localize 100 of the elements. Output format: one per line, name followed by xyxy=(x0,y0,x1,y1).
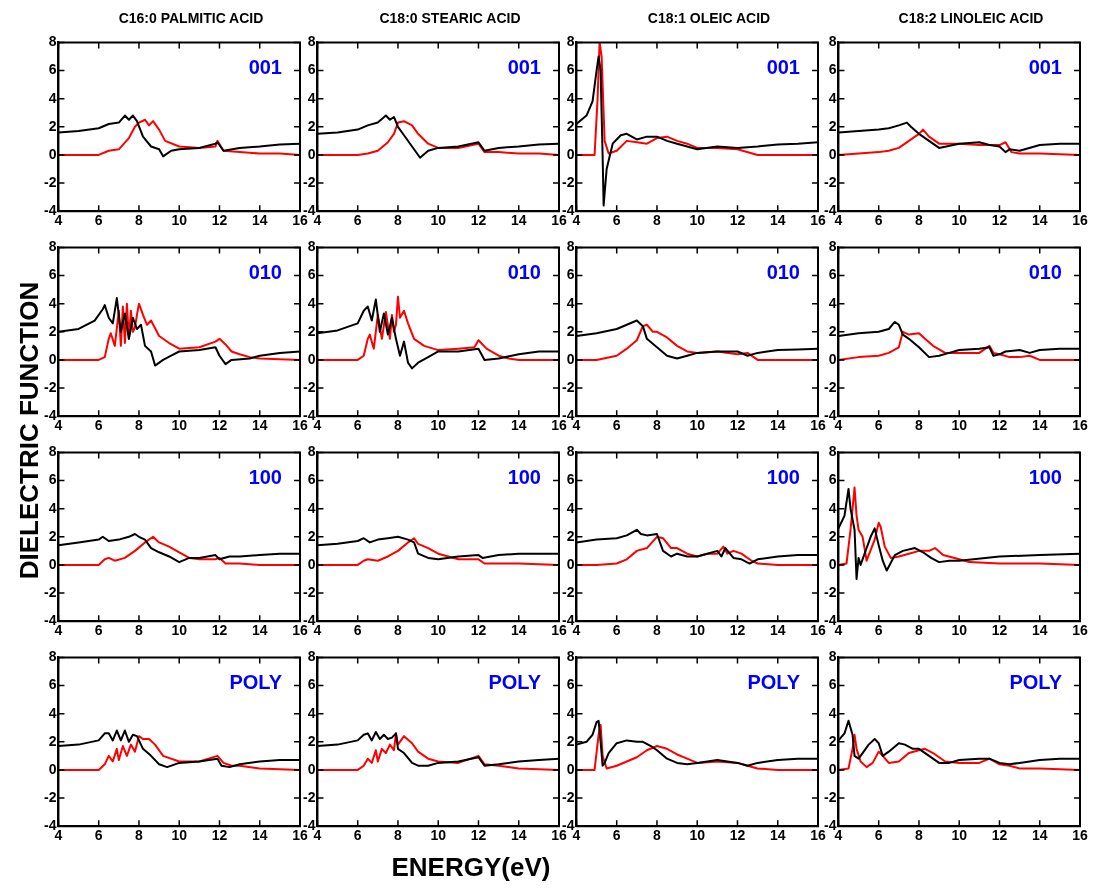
x-tick-label: 16 xyxy=(810,212,826,229)
y-tick-label: -2 xyxy=(562,583,575,600)
y-tick-label: 0 xyxy=(828,760,837,777)
y-tick-label: -2 xyxy=(44,173,57,190)
y-tick-label: 0 xyxy=(307,760,316,777)
y-tick-label: 2 xyxy=(48,527,57,544)
x-tick-label: 12 xyxy=(470,622,487,639)
x-tick-label: 14 xyxy=(769,212,786,229)
y-tick-label: 6 xyxy=(48,471,57,488)
x-tick-label: 6 xyxy=(94,622,103,639)
x-tick-label: 8 xyxy=(394,827,403,844)
y-tick-label: 2 xyxy=(48,322,57,339)
x-tick-label: 8 xyxy=(135,417,144,434)
x-tick-label: 6 xyxy=(874,417,883,434)
y-tick-label: 8 xyxy=(566,33,575,50)
y-tick-label: 6 xyxy=(828,676,837,693)
y-tick-label: -2 xyxy=(824,378,837,395)
x-tick-label: 6 xyxy=(612,212,621,229)
x-tick-label: 14 xyxy=(510,417,527,434)
y-tick-label: 0 xyxy=(828,555,837,572)
y-tick-label: 6 xyxy=(307,61,316,78)
x-tick-label: 16 xyxy=(292,622,308,639)
x-tick-label: 12 xyxy=(991,417,1008,434)
y-tick-label: 0 xyxy=(828,350,837,367)
y-tick-label: 4 xyxy=(566,294,575,311)
y-tick-label: 2 xyxy=(48,117,57,134)
x-tick-label: 10 xyxy=(689,417,706,434)
y-tick-label: -4 xyxy=(44,202,57,219)
x-tick-label: 12 xyxy=(729,827,746,844)
y-tick-label: 6 xyxy=(828,266,837,283)
x-tick-label: 16 xyxy=(551,417,567,434)
y-tick-label: 4 xyxy=(48,704,57,721)
chart-title: C18:0 STEARIC ACID xyxy=(378,10,522,26)
y-tick-label: 8 xyxy=(48,238,57,255)
y-tick-label: -2 xyxy=(303,378,316,395)
y-axis-title: DIELECTRIC FUNCTION xyxy=(14,281,45,579)
y-tick-label: 4 xyxy=(307,294,316,311)
annotation: 100 xyxy=(248,465,282,488)
annotation: 100 xyxy=(507,465,541,488)
x-tick-label: 14 xyxy=(769,622,786,639)
y-tick-label: 2 xyxy=(307,117,316,134)
y-tick-label: -2 xyxy=(44,378,57,395)
y-tick-label: 8 xyxy=(48,443,57,460)
y-tick-label: 8 xyxy=(566,443,575,460)
x-tick-label: 14 xyxy=(769,827,786,844)
x-tick-label: 16 xyxy=(292,827,308,844)
x-tick-label: 16 xyxy=(551,212,567,229)
y-tick-label: -4 xyxy=(44,817,57,834)
x-tick-label: 8 xyxy=(915,827,924,844)
y-tick-label: 0 xyxy=(828,145,837,162)
x-tick-label: 16 xyxy=(1072,212,1088,229)
x-tick-label: 14 xyxy=(510,622,527,639)
x-tick-label: 16 xyxy=(292,417,308,434)
x-tick-label: 8 xyxy=(135,622,144,639)
chart-title: C18:2 LINOLEIC ACID xyxy=(897,10,1045,26)
x-tick-label: 6 xyxy=(612,417,621,434)
annotation: POLY xyxy=(488,670,542,693)
y-tick-label: 4 xyxy=(828,294,837,311)
y-tick-label: 6 xyxy=(828,61,837,78)
y-tick-label: 8 xyxy=(828,33,837,50)
x-tick-label: 12 xyxy=(470,212,487,229)
y-tick-label: -2 xyxy=(824,173,837,190)
y-tick-label: 6 xyxy=(566,61,575,78)
x-tick-label: 10 xyxy=(951,417,968,434)
annotation: 001 xyxy=(507,55,541,78)
y-tick-label: 0 xyxy=(566,760,575,777)
y-tick-label: 0 xyxy=(48,555,57,572)
y-tick-label: -2 xyxy=(824,583,837,600)
x-tick-label: 8 xyxy=(653,827,662,844)
y-tick-label: 0 xyxy=(48,145,57,162)
y-tick-label: -2 xyxy=(824,788,837,805)
x-tick-label: 10 xyxy=(171,212,188,229)
x-tick-label: 14 xyxy=(510,827,527,844)
y-tick-label: 6 xyxy=(566,266,575,283)
y-tick-label: 8 xyxy=(566,238,575,255)
x-tick-label: 8 xyxy=(915,212,924,229)
x-tick-label: 10 xyxy=(171,417,188,434)
y-tick-label: 6 xyxy=(566,471,575,488)
y-tick-label: 0 xyxy=(307,555,316,572)
y-tick-label: -2 xyxy=(303,583,316,600)
y-tick-label: 8 xyxy=(828,648,837,665)
y-tick-label: -2 xyxy=(44,583,57,600)
x-tick-label: 16 xyxy=(551,622,567,639)
x-tick-label: 16 xyxy=(1072,417,1088,434)
x-tick-label: 10 xyxy=(689,212,706,229)
y-tick-label: 4 xyxy=(307,499,316,516)
y-tick-label: 8 xyxy=(307,648,316,665)
y-tick-label: 4 xyxy=(48,89,57,106)
annotation: 010 xyxy=(507,260,541,283)
x-tick-label: 14 xyxy=(1031,212,1048,229)
x-tick-label: 10 xyxy=(430,827,447,844)
y-tick-label: 2 xyxy=(307,322,316,339)
x-tick-label: 14 xyxy=(251,622,268,639)
x-tick-label: 14 xyxy=(251,827,268,844)
y-tick-label: 0 xyxy=(566,145,575,162)
x-tick-label: 6 xyxy=(874,212,883,229)
annotation: 010 xyxy=(248,260,282,283)
y-tick-label: 4 xyxy=(307,89,316,106)
x-tick-label: 6 xyxy=(612,622,621,639)
y-tick-label: 6 xyxy=(48,61,57,78)
